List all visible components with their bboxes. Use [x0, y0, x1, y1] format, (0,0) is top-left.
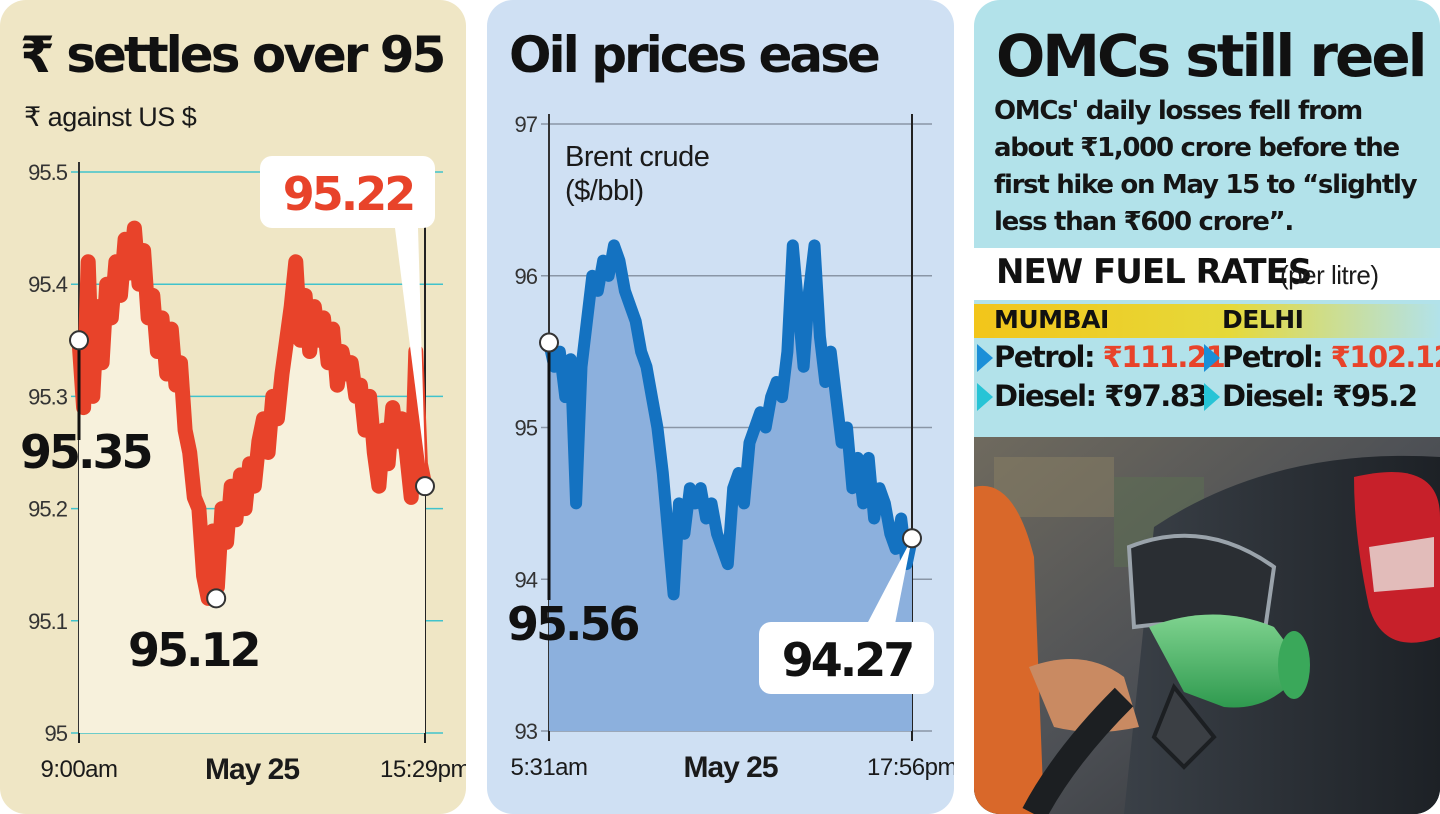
diesel-arrow-icon: [977, 383, 993, 411]
x-label-start: 5:31am: [510, 754, 587, 781]
end-callout-pointer: [867, 538, 912, 624]
city-mumbai: MUMBAI: [994, 305, 1109, 334]
x-label-end: 17:56pm: [867, 754, 954, 781]
mumbai-petrol-label: Petrol:: [994, 340, 1096, 374]
fuel-pump-illustration: [974, 437, 1440, 814]
rupee-subtitle: ₹ against US $: [24, 102, 197, 132]
y-tick-label: 95: [45, 721, 68, 746]
series-label-line1: Brent crude: [565, 141, 709, 173]
end-callout-box: [759, 622, 934, 694]
y-tick-label: 95.1: [28, 609, 68, 634]
city-band: [974, 304, 1440, 338]
start-value-label: 95.35: [20, 425, 151, 479]
start-marker: [69, 330, 89, 351]
series-label-line2: ($/bbl): [565, 175, 644, 207]
delhi-diesel-price: ₹95.2: [1332, 379, 1418, 413]
y-tick-label: 94: [515, 567, 538, 592]
y-tick-label: 93: [515, 719, 538, 744]
y-tick-label: 95.5: [28, 160, 68, 185]
oil-title: Oil prices ease: [509, 26, 881, 84]
mumbai-diesel-price: ₹97.83: [1104, 379, 1208, 413]
x-label-start: 9:00am: [40, 756, 117, 783]
mumbai-petrol: Petrol: ₹111.21: [994, 340, 1226, 374]
low-value-label: 95.12: [128, 623, 259, 677]
y-tick-label: 95.3: [28, 384, 68, 409]
fuel-rates-title: NEW FUEL RATES: [996, 252, 1312, 292]
end-callout-pointer: [395, 228, 425, 464]
y-tick-label: 95.4: [28, 272, 68, 297]
y-tick-label: 95.2: [28, 497, 68, 522]
end-value-label: 94.27: [782, 633, 913, 687]
omc-title: OMCs still reel: [996, 22, 1428, 90]
delhi-petrol-price: ₹102.12: [1330, 340, 1440, 374]
delhi-diesel-label: Diesel:: [1222, 379, 1325, 413]
end-value-label: 95.22: [283, 167, 414, 221]
oil-chart-panel: Oil prices ease 93 94 95 96 97 5:31am May 25 17…: [487, 0, 954, 814]
omc-panel: OMCs still reel OMCs' daily losses fell …: [974, 0, 1440, 814]
x-label-date: May 25: [683, 751, 777, 784]
series-line: [543, 239, 918, 601]
end-marker: [902, 528, 922, 549]
oil-area-chart: 93 94 95 96 97 5:31am May 25 17:56pm Brent crude…: [507, 112, 954, 784]
y-tick-label: 97: [515, 112, 538, 137]
rupee-title: ₹ settles over 95: [20, 26, 446, 84]
end-callout-box: [260, 156, 435, 228]
petrol-arrow-icon: [977, 344, 993, 372]
x-label-date: May 25: [205, 753, 299, 786]
petrol-arrow-icon: [1204, 344, 1220, 372]
diesel-arrow-icon: [1204, 383, 1220, 411]
fuel-pump-photo: [974, 437, 1440, 814]
series-line: [71, 220, 433, 606]
x-label-end: 15:29pm: [380, 756, 466, 783]
end-marker: [415, 476, 435, 497]
delhi-petrol: Petrol: ₹102.12: [1222, 340, 1440, 374]
omc-description: OMCs' daily losses fell from about ₹1,00…: [994, 96, 1418, 237]
city-delhi: DELHI: [1222, 305, 1304, 334]
delhi-diesel: Diesel: ₹95.2: [1222, 379, 1418, 413]
low-marker: [206, 588, 227, 609]
mumbai-diesel: Diesel: ₹97.83: [994, 379, 1209, 413]
delhi-petrol-label: Petrol:: [1222, 340, 1324, 374]
start-marker: [539, 332, 559, 353]
start-value-label: 95.56: [507, 597, 638, 651]
rupee-line-chart: 95 95.1 95.2 95.3 95.4 95.5 9:00am May 25 15:29p…: [20, 156, 466, 786]
rupee-chart-panel: ₹ settles over 95 ₹ against US $ 95 95.1 9…: [0, 0, 466, 814]
y-tick-label: 95: [515, 416, 538, 441]
fuel-rates-header: NEW FUEL RATES (per litre): [974, 248, 1440, 300]
y-tick-label: 96: [515, 264, 538, 289]
mumbai-diesel-label: Diesel:: [994, 379, 1097, 413]
fuel-rates-unit: (per litre): [1280, 260, 1379, 290]
